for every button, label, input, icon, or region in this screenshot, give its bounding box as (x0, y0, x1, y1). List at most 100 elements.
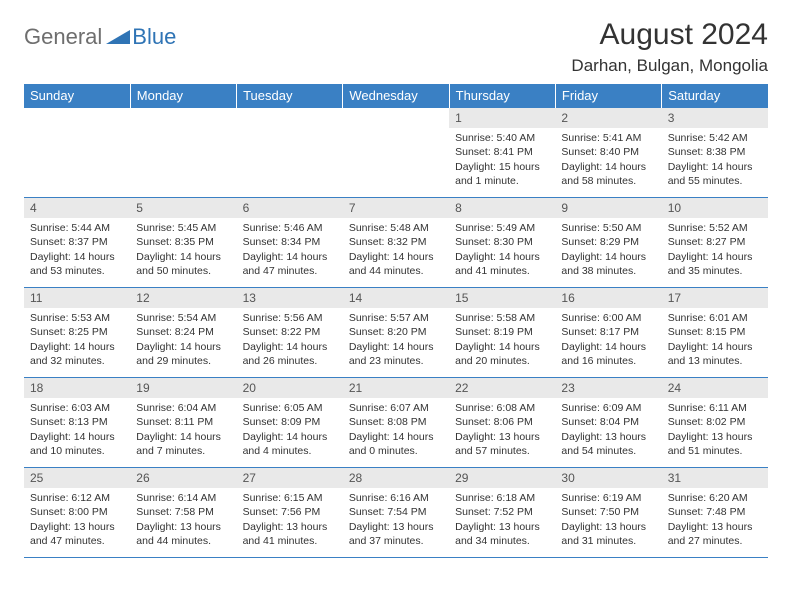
day-line: Daylight: 13 hours (561, 520, 655, 534)
calendar-cell: 7Sunrise: 5:48 AMSunset: 8:32 PMDaylight… (343, 198, 449, 288)
day-line: Sunset: 7:54 PM (349, 505, 443, 519)
day-line: Sunset: 8:30 PM (455, 235, 549, 249)
day-body: Sunrise: 5:52 AMSunset: 8:27 PMDaylight:… (662, 218, 768, 282)
day-line: Sunset: 7:52 PM (455, 505, 549, 519)
day-number: 28 (343, 468, 449, 488)
day-line: Sunrise: 6:07 AM (349, 401, 443, 415)
day-line: and 35 minutes. (668, 264, 762, 278)
calendar-cell: 3Sunrise: 5:42 AMSunset: 8:38 PMDaylight… (662, 108, 768, 198)
day-line: Sunrise: 5:44 AM (30, 221, 124, 235)
day-line: and 23 minutes. (349, 354, 443, 368)
weekday-header: Monday (130, 84, 236, 108)
calendar-cell: 31Sunrise: 6:20 AMSunset: 7:48 PMDayligh… (662, 468, 768, 558)
day-line: Daylight: 13 hours (668, 520, 762, 534)
day-line: Sunrise: 6:12 AM (30, 491, 124, 505)
day-body: Sunrise: 6:12 AMSunset: 8:00 PMDaylight:… (24, 488, 130, 552)
day-number: 23 (555, 378, 661, 398)
calendar-row: 11 Sunrise: 5:53 AMSunset: 8:25 PM Dayligh… (24, 288, 768, 378)
day-body: Sunrise: 5:49 AMSunset: 8:30 PMDaylight:… (449, 218, 555, 282)
day-line: Sunrise: 6:00 AM (561, 311, 655, 325)
day-line: and 4 minutes. (243, 444, 337, 458)
day-body: Sunrise: 5:41 AMSunset: 8:40 PMDaylight:… (555, 128, 661, 192)
calendar-cell: 21Sunrise: 6:07 AMSunset: 8:08 PMDayligh… (343, 378, 449, 468)
day-line: Daylight: 13 hours (455, 430, 549, 444)
day-line: Sunrise: 6:11 AM (668, 401, 762, 415)
calendar-row: 4Sunrise: 5:44 AMSunset: 8:37 PMDaylight… (24, 198, 768, 288)
day-line: Daylight: 14 hours (243, 250, 337, 264)
day-number: 25 (24, 468, 130, 488)
logo-triangle-icon (106, 26, 130, 49)
calendar-cell: 2Sunrise: 5:41 AMSunset: 8:40 PMDaylight… (555, 108, 661, 198)
day-line: Sunset: 8:15 PM (668, 325, 762, 339)
day-line: Sunset: 7:58 PM (136, 505, 230, 519)
day-line: Daylight: 14 hours (561, 340, 655, 354)
day-line: Sunset: 8:29 PM (561, 235, 655, 249)
day-line: Sunrise: 5:53 AM (30, 311, 124, 325)
weekday-header: Wednesday (343, 84, 449, 108)
day-number: 10 (662, 198, 768, 218)
day-line: Daylight: 13 hours (455, 520, 549, 534)
calendar-cell: 9Sunrise: 5:50 AMSunset: 8:29 PMDaylight… (555, 198, 661, 288)
day-line: Sunrise: 6:20 AM (668, 491, 762, 505)
day-body: Sunrise: 6:09 AMSunset: 8:04 PMDaylight:… (555, 398, 661, 462)
day-line: Sunset: 8:34 PM (243, 235, 337, 249)
calendar-table: SundayMondayTuesdayWednesdayThursdayFrid… (24, 84, 768, 558)
day-body: Sunrise: 5:57 AMSunset: 8:20 PMDaylight:… (343, 308, 449, 372)
day-line: Sunrise: 5:41 AM (561, 131, 655, 145)
day-line: Sunset: 8:35 PM (136, 235, 230, 249)
day-number: 11 (24, 288, 130, 308)
day-line: Sunset: 8:11 PM (136, 415, 230, 429)
day-line: Daylight: 13 hours (243, 520, 337, 534)
day-line: Sunrise: 6:09 AM (561, 401, 655, 415)
day-number: 17 (662, 288, 768, 308)
day-line: Sunset: 7:48 PM (668, 505, 762, 519)
day-line: Daylight: 14 hours (243, 430, 337, 444)
day-line: Daylight: 14 hours (30, 250, 124, 264)
day-line: Daylight: 14 hours (455, 250, 549, 264)
day-line: Sunrise: 5:42 AM (668, 131, 762, 145)
calendar-cell: 22Sunrise: 6:08 AMSunset: 8:06 PMDayligh… (449, 378, 555, 468)
calendar-cell: 10Sunrise: 5:52 AMSunset: 8:27 PMDayligh… (662, 198, 768, 288)
day-body: Sunrise: 6:08 AMSunset: 8:06 PMDaylight:… (449, 398, 555, 462)
day-body: Sunrise: 6:14 AMSunset: 7:58 PMDaylight:… (130, 488, 236, 552)
calendar-row: 18Sunrise: 6:03 AMSunset: 8:13 PMDayligh… (24, 378, 768, 468)
day-number: 13 (237, 288, 343, 308)
day-line: Daylight: 14 hours (136, 430, 230, 444)
day-line: Sunrise: 5:49 AM (455, 221, 549, 235)
day-line: Sunset: 8:17 PM (561, 325, 655, 339)
calendar-cell: 1Sunrise: 5:40 AMSunset: 8:41 PMDaylight… (449, 108, 555, 198)
day-line: Sunrise: 5:50 AM (561, 221, 655, 235)
day-line: Daylight: 14 hours (243, 340, 337, 354)
day-line: and 13 minutes. (668, 354, 762, 368)
calendar-cell: 15Sunrise: 5:58 AMSunset: 8:19 PMDayligh… (449, 288, 555, 378)
day-number: 8 (449, 198, 555, 218)
day-body: Sunrise: 6:04 AMSunset: 8:11 PMDaylight:… (130, 398, 236, 462)
day-line: Sunset: 8:19 PM (455, 325, 549, 339)
calendar-page: General Blue August 2024 Darhan, Bulgan,… (0, 0, 792, 558)
day-line: and 51 minutes. (668, 444, 762, 458)
calendar-cell: 13Sunrise: 5:56 AMSunset: 8:22 PMDayligh… (237, 288, 343, 378)
location: Darhan, Bulgan, Mongolia (571, 56, 768, 76)
calendar-cell: 26Sunrise: 6:14 AMSunset: 7:58 PMDayligh… (130, 468, 236, 558)
day-line: and 54 minutes. (561, 444, 655, 458)
day-line: Sunrise: 5:54 AM (136, 311, 230, 325)
day-line: Sunset: 8:13 PM (30, 415, 124, 429)
day-line: Sunrise: 6:15 AM (243, 491, 337, 505)
day-line: Sunset: 8:25 PM (30, 325, 124, 339)
day-line: and 10 minutes. (30, 444, 124, 458)
calendar-cell: 18Sunrise: 6:03 AMSunset: 8:13 PMDayligh… (24, 378, 130, 468)
calendar-cell: 25Sunrise: 6:12 AMSunset: 8:00 PMDayligh… (24, 468, 130, 558)
day-body: Sunrise: 5:54 AMSunset: 8:24 PMDaylight:… (130, 308, 236, 372)
day-number: 5 (130, 198, 236, 218)
day-line: Daylight: 14 hours (136, 340, 230, 354)
day-body: Sunrise: 5:50 AMSunset: 8:29 PMDaylight:… (555, 218, 661, 282)
day-line: Sunset: 8:24 PM (136, 325, 230, 339)
day-body: Sunrise: 5:40 AMSunset: 8:41 PMDaylight:… (449, 128, 555, 192)
day-number: 1 (449, 108, 555, 128)
calendar-cell: 6Sunrise: 5:46 AMSunset: 8:34 PMDaylight… (237, 198, 343, 288)
day-number: 7 (343, 198, 449, 218)
day-line: Daylight: 13 hours (561, 430, 655, 444)
calendar-cell: 5Sunrise: 5:45 AMSunset: 8:35 PMDaylight… (130, 198, 236, 288)
day-line: Sunrise: 6:01 AM (668, 311, 762, 325)
day-number: 3 (662, 108, 768, 128)
